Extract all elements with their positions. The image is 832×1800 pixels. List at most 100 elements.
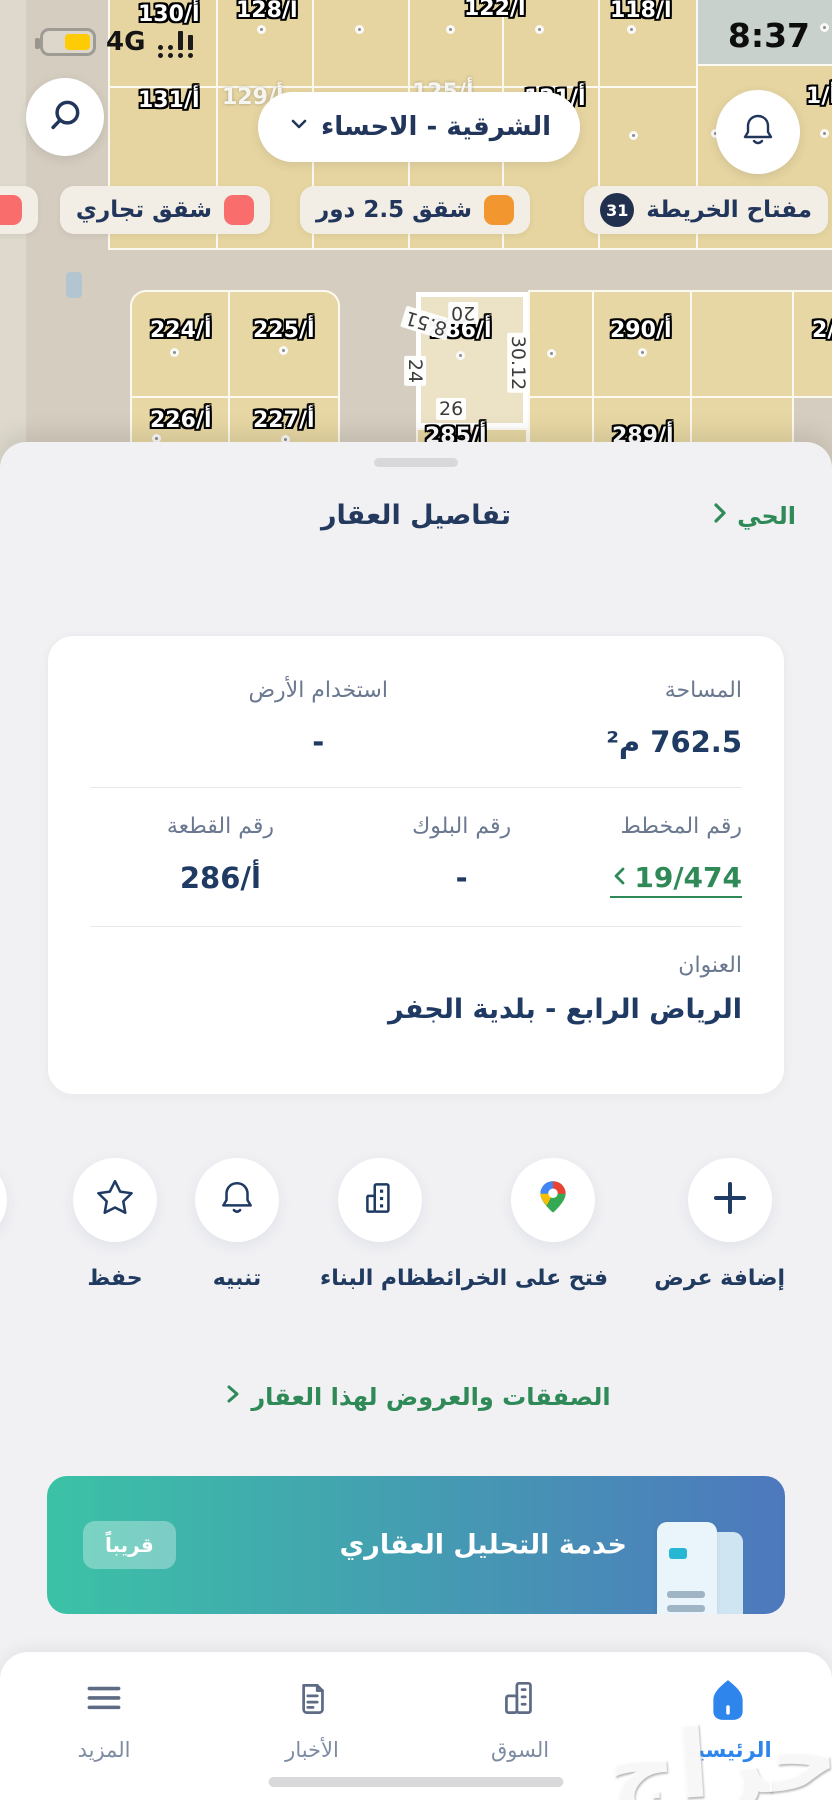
map-key-chip[interactable]: مفتاح الخريطة 31 [584, 186, 828, 234]
sheet-drag-handle[interactable] [374, 458, 458, 467]
open-on-maps-button[interactable]: فتح على الخرائط [422, 1158, 608, 1291]
map-parcel[interactable] [598, 0, 698, 88]
map-decoration [66, 272, 82, 298]
action-label: فتح على الخرائط [422, 1266, 608, 1291]
legend-label: شقق تجاري [75, 197, 212, 223]
deals-offers-link[interactable]: الصفقات والعروض لهذا العقار [0, 1382, 832, 1412]
parcel-label: أ/290 [610, 318, 672, 343]
nav-item-news[interactable]: الأخبار [252, 1676, 372, 1762]
dimension-label: 26 [436, 398, 467, 420]
parcel-dot [629, 131, 638, 140]
save-button[interactable]: حفظ [60, 1158, 170, 1291]
star-icon [94, 1177, 136, 1223]
parcel-dot [820, 23, 829, 32]
legend-swatch-red [0, 195, 22, 225]
legend-swatch-orange [484, 195, 514, 225]
parcel-dot [279, 346, 288, 355]
map-canvas[interactable]: أ/130 أ/128 أ/122 أ/118 أ/131 أ/129 أ/12… [0, 0, 832, 470]
nav-item-home[interactable]: الرئيسية [668, 1676, 788, 1762]
plan-number-label: رقم المخطط [620, 814, 742, 839]
nav-item-market[interactable]: السوق [460, 1676, 580, 1762]
land-use-value: - [312, 725, 325, 759]
parcel-dot [355, 25, 364, 34]
bell-icon [738, 110, 778, 154]
parcel-label: أ/226 [150, 408, 212, 433]
plus-icon [708, 1176, 752, 1224]
plan-number-link[interactable]: 19/474 [610, 861, 742, 898]
nav-label: الرئيسية [684, 1738, 772, 1762]
parcel-dot [152, 434, 161, 443]
region-selector-label: الشرقية - الاحساء [320, 112, 552, 142]
map-parcel[interactable] [228, 290, 340, 398]
refresh-button[interactable]: تحديث [0, 1158, 20, 1291]
legend-chip-partial [0, 186, 38, 234]
card-divider [90, 926, 742, 927]
area-label: المساحة [664, 678, 742, 703]
address-value: الرياض الرابع - بلدية الجفر [388, 994, 742, 1025]
property-details-card: المساحة 762.5 م² استخدام الأرض - رقم الم… [47, 635, 785, 1095]
nav-label: السوق [490, 1738, 550, 1762]
nav-label: المزيد [77, 1738, 131, 1762]
map-parcel[interactable] [312, 0, 410, 88]
hamburger-menu-icon [81, 1676, 127, 1726]
parcel-label: أ/118 [610, 0, 672, 23]
block-number-value: - [455, 861, 468, 895]
map-parcel[interactable] [592, 290, 692, 398]
map-parcel[interactable] [528, 290, 594, 398]
block-number-label: رقم البلوك [412, 814, 512, 839]
parcel-dot [627, 25, 636, 34]
sheet-title: تفاصيل العقار [320, 500, 512, 531]
card-divider [90, 787, 742, 788]
nav-item-more[interactable]: المزيد [44, 1676, 164, 1762]
nav-label: الأخبار [285, 1738, 339, 1762]
region-selector[interactable]: الشرقية - الاحساء [258, 92, 580, 162]
action-label: نظام البناء [319, 1266, 435, 1291]
dimension-label: 20 [448, 302, 479, 324]
parcel-dot [456, 351, 465, 360]
district-back-link[interactable]: الحي [707, 500, 796, 532]
legend-chip-commercial: شقق تجاري [59, 186, 270, 234]
map-parcel[interactable] [130, 290, 230, 398]
map-parcel[interactable] [216, 0, 314, 88]
chevron-right-icon [707, 500, 731, 532]
legend-label: شقق 2.5 دور [315, 197, 472, 223]
action-label: تنبيه [212, 1266, 262, 1291]
search-button[interactable] [26, 78, 104, 156]
parcel-number-label: رقم القطعة [166, 814, 275, 839]
home-indicator[interactable] [268, 1777, 564, 1787]
alert-button[interactable]: تنبيه [182, 1158, 292, 1291]
notifications-button[interactable] [716, 90, 800, 174]
dimension-label: 24 [404, 355, 427, 387]
parcel-label: أ/224 [150, 318, 212, 343]
action-label: حفظ [87, 1266, 143, 1291]
address-label: العنوان [678, 953, 742, 978]
deals-offers-label: الصفقات والعروض لهذا العقار [251, 1383, 611, 1411]
parcel-number-value: أ/286 [179, 861, 261, 895]
market-buildings-icon [497, 1676, 543, 1726]
parcel-dot [820, 129, 829, 138]
add-offer-button[interactable]: إضافة عرض [654, 1158, 785, 1291]
map-parcel[interactable] [502, 0, 600, 88]
chevron-down-icon [287, 112, 311, 143]
building-icon [359, 1177, 401, 1223]
area-value: 762.5 م² [606, 725, 742, 759]
chevron-left-icon [610, 861, 630, 894]
parcel-dot [446, 25, 455, 34]
parcel-label: أ/122 [464, 0, 526, 21]
parcel-label: أ/128 [236, 0, 298, 23]
map-parcel[interactable] [792, 290, 832, 398]
search-icon [46, 96, 84, 138]
action-label: إضافة عرض [654, 1266, 785, 1291]
parcel-dot [257, 25, 266, 34]
building-code-button[interactable]: نظام البناء [319, 1158, 435, 1291]
map-parcel[interactable] [690, 290, 794, 398]
legend-swatch-red [224, 195, 254, 225]
analysis-service-banner[interactable]: خدمة التحليل العقاري قريباً [47, 1476, 785, 1614]
parcel-label: أ/130 [138, 2, 200, 27]
banner-title: خدمة التحليل العقاري [339, 1529, 627, 1561]
parcel-dot [638, 348, 647, 357]
newspaper-icon [289, 1676, 335, 1726]
google-maps-pin-icon [532, 1177, 574, 1223]
district-back-label: الحي [737, 502, 796, 530]
